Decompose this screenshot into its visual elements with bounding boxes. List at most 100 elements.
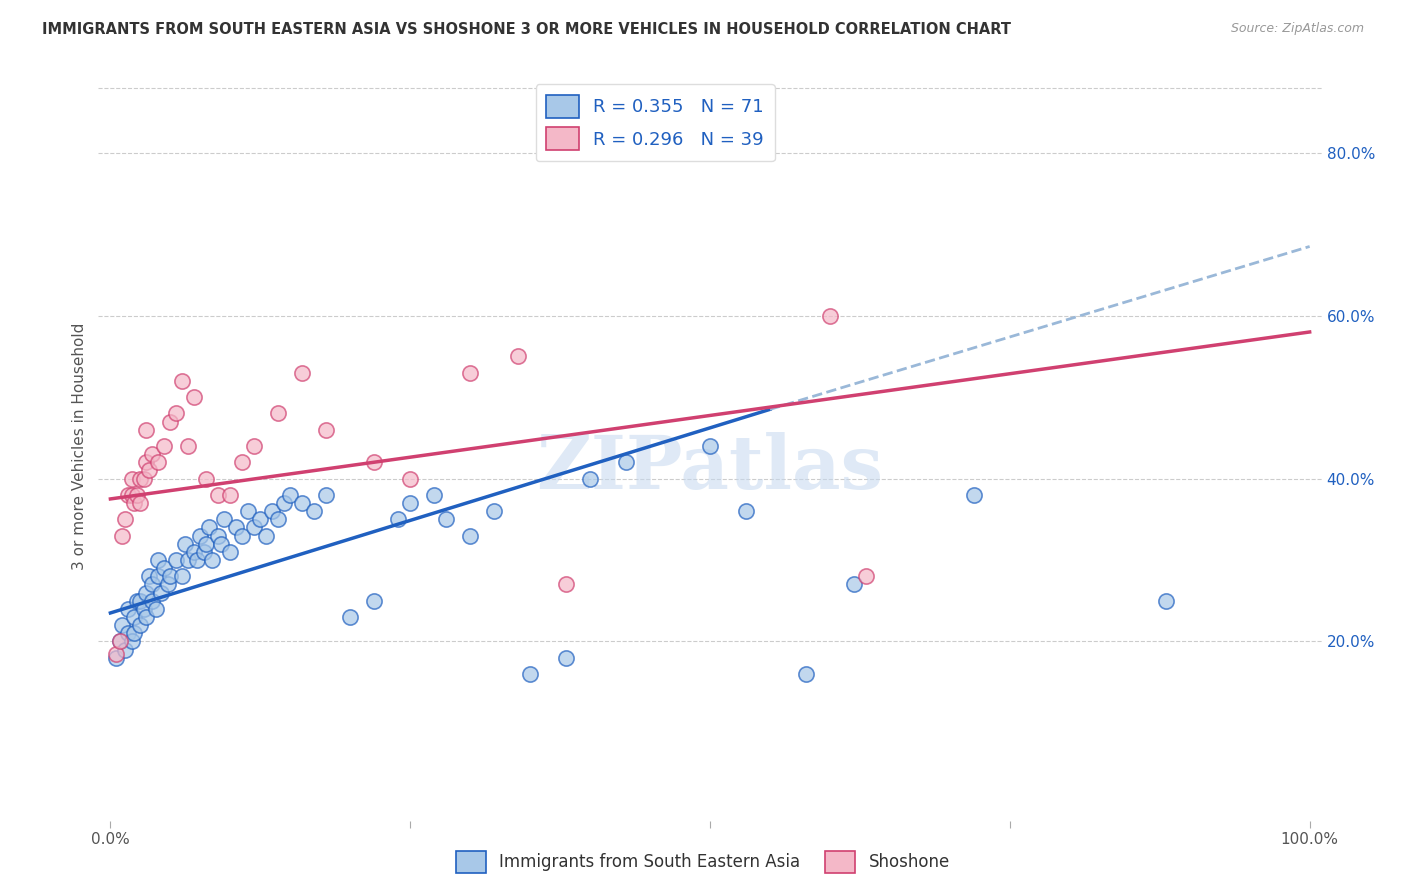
Point xyxy=(339,610,361,624)
Point xyxy=(117,488,139,502)
Point xyxy=(188,528,211,542)
Point xyxy=(458,366,481,380)
Text: IMMIGRANTS FROM SOUTH EASTERN ASIA VS SHOSHONE 3 OR MORE VEHICLES IN HOUSEHOLD C: IMMIGRANTS FROM SOUTH EASTERN ASIA VS SH… xyxy=(42,22,1011,37)
Point xyxy=(818,309,841,323)
Point xyxy=(125,593,148,607)
Point xyxy=(193,545,215,559)
Point xyxy=(145,602,167,616)
Point xyxy=(243,439,266,453)
Point xyxy=(197,520,219,534)
Point xyxy=(201,553,224,567)
Point xyxy=(794,667,817,681)
Point xyxy=(315,423,337,437)
Point xyxy=(278,488,301,502)
Point xyxy=(138,463,160,477)
Point xyxy=(267,512,290,526)
Point xyxy=(111,618,134,632)
Point xyxy=(149,585,172,599)
Point xyxy=(173,537,195,551)
Point xyxy=(855,569,877,583)
Point xyxy=(186,553,208,567)
Point xyxy=(458,528,481,542)
Point xyxy=(111,528,134,542)
Point xyxy=(177,553,200,567)
Point xyxy=(219,545,242,559)
Point xyxy=(129,472,152,486)
Point xyxy=(117,602,139,616)
Point xyxy=(132,602,155,616)
Point xyxy=(614,455,637,469)
Point xyxy=(243,520,266,534)
Point xyxy=(231,455,253,469)
Legend: Immigrants from South Eastern Asia, Shoshone: Immigrants from South Eastern Asia, Shos… xyxy=(450,845,956,880)
Point xyxy=(153,439,176,453)
Point xyxy=(207,488,229,502)
Point xyxy=(434,512,457,526)
Point xyxy=(148,455,170,469)
Point xyxy=(363,455,385,469)
Point xyxy=(304,504,326,518)
Point xyxy=(735,504,758,518)
Point xyxy=(138,569,160,583)
Point xyxy=(159,415,181,429)
Point xyxy=(262,504,284,518)
Point xyxy=(963,488,986,502)
Point xyxy=(195,472,218,486)
Point xyxy=(399,496,422,510)
Point xyxy=(842,577,865,591)
Point xyxy=(172,569,194,583)
Point xyxy=(141,593,163,607)
Point xyxy=(135,423,157,437)
Point xyxy=(207,528,229,542)
Point xyxy=(156,577,179,591)
Point xyxy=(579,472,602,486)
Point xyxy=(141,577,163,591)
Point xyxy=(273,496,295,510)
Point xyxy=(519,667,541,681)
Point xyxy=(165,406,187,420)
Point xyxy=(108,634,131,648)
Point xyxy=(141,447,163,461)
Point xyxy=(225,520,247,534)
Point xyxy=(153,561,176,575)
Point xyxy=(124,626,146,640)
Point xyxy=(124,496,146,510)
Point xyxy=(108,634,131,648)
Text: Source: ZipAtlas.com: Source: ZipAtlas.com xyxy=(1230,22,1364,36)
Point xyxy=(183,390,205,404)
Point xyxy=(399,472,422,486)
Point xyxy=(315,488,337,502)
Point xyxy=(105,650,128,665)
Point xyxy=(135,610,157,624)
Point xyxy=(125,488,148,502)
Point xyxy=(387,512,409,526)
Legend: R = 0.355   N = 71, R = 0.296   N = 39: R = 0.355 N = 71, R = 0.296 N = 39 xyxy=(536,84,775,161)
Point xyxy=(121,472,143,486)
Point xyxy=(231,528,253,542)
Point xyxy=(508,350,530,364)
Point xyxy=(121,634,143,648)
Point xyxy=(209,537,232,551)
Point xyxy=(117,626,139,640)
Point xyxy=(148,553,170,567)
Point xyxy=(121,488,143,502)
Point xyxy=(1154,593,1177,607)
Point xyxy=(177,439,200,453)
Point xyxy=(214,512,236,526)
Point xyxy=(363,593,385,607)
Point xyxy=(482,504,505,518)
Point xyxy=(135,455,157,469)
Point xyxy=(195,537,218,551)
Point xyxy=(148,569,170,583)
Point xyxy=(105,647,128,661)
Point xyxy=(699,439,721,453)
Point xyxy=(423,488,446,502)
Point xyxy=(114,642,136,657)
Point xyxy=(129,618,152,632)
Point xyxy=(124,610,146,624)
Point xyxy=(183,545,205,559)
Y-axis label: 3 or more Vehicles in Household: 3 or more Vehicles in Household xyxy=(72,322,87,570)
Point xyxy=(249,512,271,526)
Point xyxy=(555,577,578,591)
Point xyxy=(114,512,136,526)
